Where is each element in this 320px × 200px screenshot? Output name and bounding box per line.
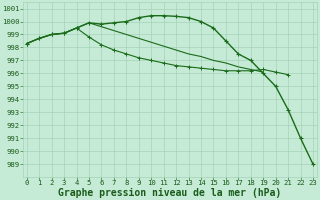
X-axis label: Graphe pression niveau de la mer (hPa): Graphe pression niveau de la mer (hPa) — [58, 188, 282, 198]
